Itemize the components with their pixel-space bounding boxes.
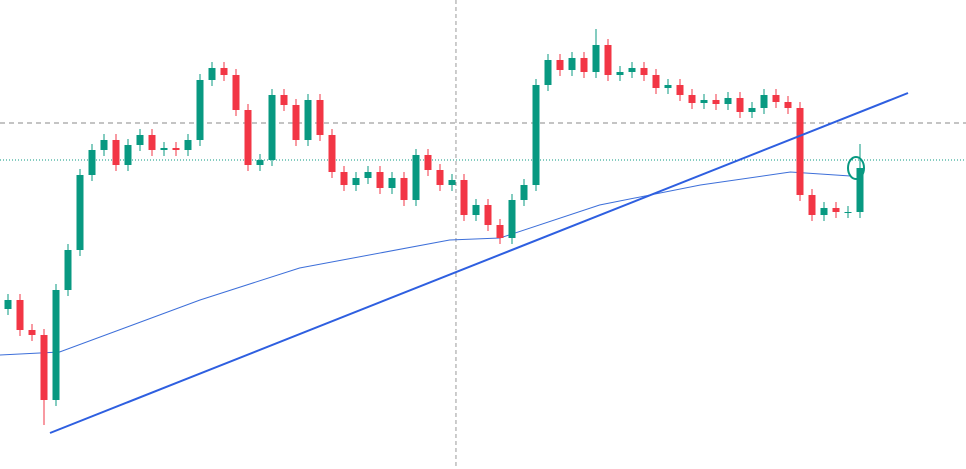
candle-body bbox=[604, 45, 612, 75]
candle-body bbox=[172, 148, 180, 150]
candle-body bbox=[712, 100, 720, 104]
candle-body bbox=[232, 75, 240, 110]
candle-body bbox=[184, 140, 192, 150]
candle-body bbox=[364, 172, 372, 178]
candle-body bbox=[124, 145, 132, 165]
moving-average bbox=[0, 171, 851, 356]
candle-body bbox=[532, 85, 540, 185]
candle-body bbox=[508, 200, 516, 238]
candle-body bbox=[436, 170, 444, 185]
candle-body bbox=[652, 75, 660, 88]
candle-body bbox=[808, 195, 816, 215]
candle-body bbox=[556, 60, 564, 70]
candle-body bbox=[856, 168, 864, 212]
candle-body bbox=[832, 208, 840, 212]
candle-body bbox=[256, 160, 264, 165]
candle-body bbox=[400, 178, 408, 200]
candle-body bbox=[340, 172, 348, 185]
candle-body bbox=[820, 208, 828, 215]
candle-body bbox=[580, 58, 588, 72]
candle-body bbox=[304, 100, 312, 140]
candle-body bbox=[196, 80, 204, 140]
candle-body bbox=[796, 108, 804, 195]
candle-body bbox=[376, 172, 384, 188]
candle-body bbox=[52, 290, 60, 400]
last-price-marker bbox=[847, 156, 866, 180]
candle-body bbox=[292, 105, 300, 140]
candle-body bbox=[736, 98, 744, 112]
candle-body bbox=[484, 205, 492, 225]
candle-body bbox=[328, 135, 336, 172]
candle-body bbox=[148, 135, 156, 150]
candle-body bbox=[568, 58, 576, 70]
candle-body bbox=[352, 178, 360, 185]
candle-body bbox=[40, 335, 48, 400]
candle-body bbox=[244, 110, 252, 165]
candle-body bbox=[448, 180, 456, 185]
candle-body bbox=[616, 72, 624, 75]
candle-body bbox=[844, 212, 852, 213]
candle-body bbox=[472, 205, 480, 215]
candle-body bbox=[424, 155, 432, 170]
candle-body bbox=[628, 68, 636, 72]
candle-body bbox=[316, 100, 324, 135]
candle-body bbox=[76, 175, 84, 250]
candle-body bbox=[496, 225, 504, 238]
candle-body bbox=[268, 95, 276, 160]
candle-body bbox=[520, 185, 528, 200]
candle-body bbox=[724, 98, 732, 104]
candle-body bbox=[88, 150, 96, 175]
candle-body bbox=[748, 108, 756, 112]
candle-body bbox=[640, 68, 648, 75]
candle-body bbox=[772, 95, 780, 102]
candle-body bbox=[592, 45, 600, 72]
candle-body bbox=[784, 102, 792, 108]
trendline bbox=[49, 92, 909, 434]
candle-body bbox=[208, 68, 216, 80]
candle-body bbox=[412, 155, 420, 200]
candle-body bbox=[136, 135, 144, 145]
candle-body bbox=[4, 300, 12, 309]
candle-body bbox=[16, 300, 24, 330]
candle-body bbox=[100, 140, 108, 150]
candle-body bbox=[700, 100, 708, 103]
candle-body bbox=[544, 60, 552, 85]
candle-body bbox=[760, 95, 768, 108]
candle-body bbox=[160, 148, 168, 150]
candle-body bbox=[220, 68, 228, 75]
candle-body bbox=[460, 180, 468, 215]
candle-body bbox=[28, 330, 36, 335]
candle-body bbox=[688, 95, 696, 103]
candle-body bbox=[676, 85, 684, 95]
candle-body bbox=[388, 178, 396, 188]
candle-body bbox=[64, 250, 72, 290]
candle-body bbox=[112, 140, 120, 165]
candle-body bbox=[280, 95, 288, 105]
candle-body bbox=[664, 85, 672, 88]
